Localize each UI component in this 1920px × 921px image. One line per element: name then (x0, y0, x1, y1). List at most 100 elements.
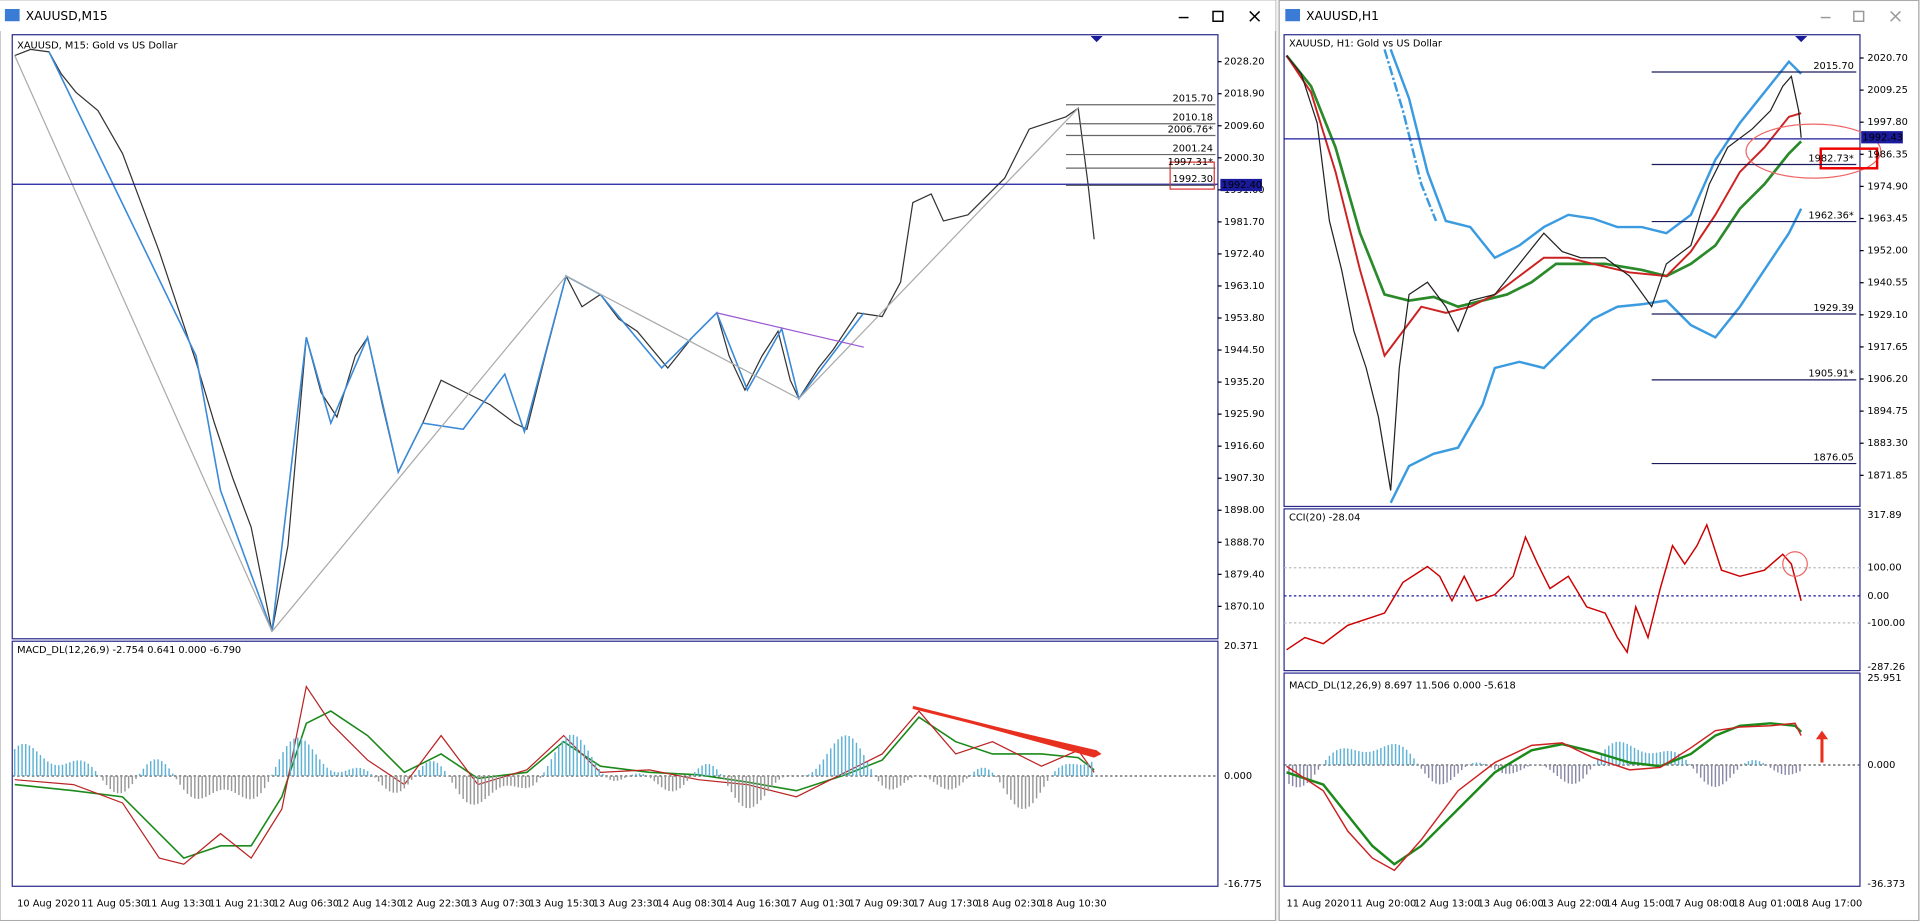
price-tick-label: 1972.40 (1224, 249, 1265, 260)
cci-pane (1283, 508, 1861, 672)
price-tick-label: 1906.20 (1867, 374, 1908, 385)
time-tick-label: 11 Aug 2020 (1287, 898, 1350, 909)
price-tick-label: 1907.30 (1224, 473, 1265, 484)
time-tick-label: 13 Aug 06:00 (1478, 898, 1544, 909)
bollinger-upper (1389, 48, 1803, 260)
macd-tick-label: 25.951 (1867, 673, 1901, 684)
macd-line (1286, 722, 1802, 872)
macd-histogram (13, 734, 1093, 809)
macd-label: MACD_DL(12,26,9) 8.697 11.506 0.000 -5.6… (1289, 680, 1516, 691)
macd-line (14, 684, 1095, 865)
price-tick-label: 1871.85 (1867, 470, 1908, 481)
price-tick-label: 1953.80 (1224, 313, 1265, 324)
ma-slow (1285, 54, 1803, 309)
window-icon (1285, 8, 1301, 22)
time-tick-label: 13 Aug 07:30 (465, 898, 531, 909)
title-bar (0, 0, 1276, 32)
time-tick-label: 11 Aug 21:30 (209, 898, 275, 909)
zigzag (48, 51, 865, 632)
time-tick-label: 11 Aug 20:00 (1350, 898, 1416, 909)
macd-axis: 20.371 0.000 -16.775 (1224, 641, 1262, 890)
highlight-circle (1782, 551, 1808, 577)
current-price-label: 1992.40 (1222, 180, 1263, 191)
time-tick-label: 13 Aug 23:30 (593, 898, 659, 909)
time-tick-label: 13 Aug 22:00 (1541, 898, 1607, 909)
time-tick-label: 17 Aug 08:00 (1669, 898, 1735, 909)
time-tick-label: 12 Aug 06:30 (273, 898, 339, 909)
price-tick-label: 2009.60 (1224, 121, 1265, 132)
annotation-arrow-line (912, 705, 1095, 755)
macd-pane (11, 640, 1219, 887)
bollinger-upper-dash (1383, 49, 1438, 222)
cci-axis: 317.89 100.00 0.00 -100.00 -287.26 (1867, 510, 1905, 673)
trend-arrow (716, 312, 864, 348)
time-tick-label: 18 Aug 01:00 (1733, 898, 1799, 909)
time-tick-label: 12 Aug 22:30 (401, 898, 467, 909)
shift-marker (1795, 35, 1808, 43)
current-price-label: 1992.43 (1862, 132, 1903, 143)
fib-label: 1929.39 (1813, 303, 1854, 314)
maximize-button[interactable] (1853, 10, 1865, 22)
price-tick-label: 1929.10 (1867, 310, 1908, 321)
macd-tick-label: 20.371 (1224, 641, 1258, 652)
price-tick-label: 1997.80 (1867, 117, 1908, 128)
price-tick-label: 1981.70 (1224, 217, 1265, 228)
price-tick-label: 1888.70 (1224, 537, 1265, 548)
cci-line (1286, 522, 1802, 655)
fib-label: 1997.31* (1168, 157, 1214, 168)
fib-label: 2015.70 (1173, 94, 1214, 105)
price-pane (11, 34, 1219, 640)
price-tick-label: 1963.45 (1867, 214, 1908, 225)
close-button[interactable] (1249, 10, 1261, 22)
fib-label: 1962.36* (1808, 210, 1854, 221)
highlight-ellipse (1745, 123, 1882, 179)
ma-fast (1285, 55, 1802, 358)
time-tick-label: 11 Aug 05:30 (81, 898, 147, 909)
time-tick-label: 14 Aug 08:30 (657, 898, 723, 909)
time-tick-label: 13 Aug 15:30 (529, 898, 595, 909)
cci-tick-label: -287.26 (1867, 662, 1905, 673)
macd-tick-label: -36.373 (1867, 879, 1905, 890)
time-tick-label: 14 Aug 16:30 (721, 898, 787, 909)
macd-axis: 25.951 0.000 -36.373 (1867, 673, 1905, 890)
annotation-arrow (1815, 730, 1829, 740)
price-tick-label: 2020.70 (1867, 53, 1908, 64)
price-axis: 2028.202018.902009.602000.301991.001981.… (1217, 57, 1265, 612)
time-tick-label: 18 Aug 17:00 (1796, 898, 1862, 909)
highlight-box (1169, 161, 1215, 190)
maximize-button[interactable] (1212, 10, 1224, 22)
fib-label: 2015.70 (1813, 61, 1854, 72)
fib-label: 1876.05 (1813, 452, 1854, 463)
price-tick-label: 2000.30 (1224, 153, 1265, 164)
close-button[interactable] (1890, 10, 1901, 22)
time-tick-label: 18 Aug 10:30 (1041, 898, 1107, 909)
window-title: XAUUSD,M15 (26, 9, 108, 23)
current-price-box (1220, 178, 1263, 192)
price-tick-label: 1963.10 (1224, 281, 1265, 292)
time-tick-label: 12 Aug 14:30 (337, 898, 403, 909)
chart-label: XAUUSD, H1: Gold vs US Dollar (1289, 38, 1443, 49)
cci-tick-label: 0.00 (1867, 591, 1889, 602)
time-tick-label: 17 Aug 17:30 (913, 898, 979, 909)
time-tick-label: 12 Aug 13:00 (1414, 898, 1480, 909)
macd-histogram (1288, 741, 1801, 788)
price-axis: 2020.70 2009.25 1997.80 1986.35 1974.90 1963.… (1859, 53, 1908, 481)
highlight-box (1819, 147, 1879, 170)
cci-tick-label: 100.00 (1867, 563, 1901, 574)
price-tick-label: 1986.35 (1867, 149, 1908, 160)
macd-label: MACD_DL(12,26,9) -2.754 0.641 0.000 -6.7… (17, 645, 241, 656)
macd-tick-label: 0.000 (1224, 771, 1252, 782)
fib-label: 1982.73* (1808, 153, 1854, 164)
price-tick-label: 1944.50 (1224, 345, 1265, 356)
price-tick-label: 1917.65 (1867, 342, 1908, 353)
price-tick-label: 1952.00 (1867, 246, 1908, 257)
price-tick-label: 1925.90 (1224, 409, 1265, 420)
chart-label: XAUUSD, M15: Gold vs US Dollar (17, 41, 178, 52)
cci-label: CCI(20) -28.04 (1289, 512, 1360, 523)
fib-label: 1905.91* (1808, 369, 1854, 380)
